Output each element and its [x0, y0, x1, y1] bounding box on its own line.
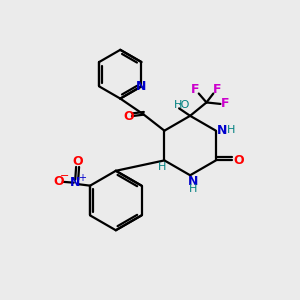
Text: +: + [78, 172, 86, 183]
Text: H: H [173, 100, 182, 110]
Text: N: N [188, 175, 198, 188]
Text: −: − [60, 171, 70, 181]
Text: H: H [158, 162, 166, 172]
Text: O: O [233, 154, 244, 167]
Text: F: F [213, 83, 221, 97]
Text: F: F [191, 83, 200, 97]
Text: H: H [189, 184, 197, 194]
Text: N: N [70, 176, 80, 189]
Text: O: O [72, 155, 83, 168]
Text: H: H [226, 125, 235, 135]
Text: F: F [220, 98, 229, 110]
Text: N: N [217, 124, 228, 136]
Text: N: N [136, 80, 147, 93]
Text: ·O: ·O [178, 100, 190, 110]
Text: O: O [53, 175, 64, 188]
Text: O: O [123, 110, 134, 123]
